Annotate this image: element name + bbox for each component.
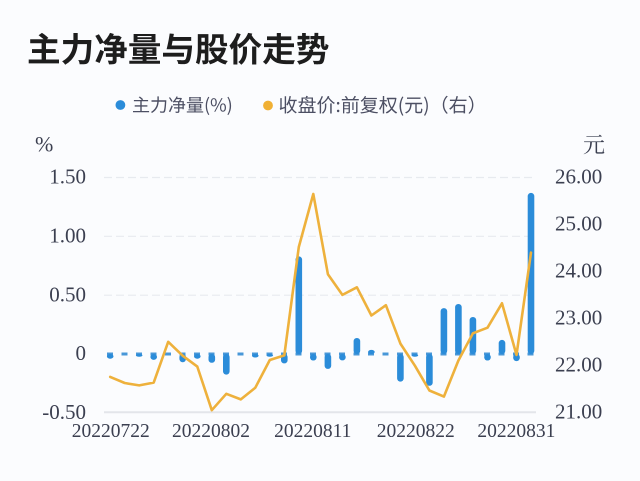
svg-text:20220722: 20220722: [72, 421, 150, 442]
svg-text:21.00: 21.00: [555, 399, 602, 423]
svg-text:22.00: 22.00: [555, 352, 602, 376]
svg-text:20220831: 20220831: [477, 421, 555, 442]
svg-text:25.00: 25.00: [555, 211, 602, 235]
svg-text:23.00: 23.00: [555, 305, 602, 329]
svg-text:20220811: 20220811: [274, 421, 351, 442]
svg-text:-0.50: -0.50: [42, 400, 86, 424]
svg-text:24.00: 24.00: [555, 258, 602, 282]
svg-text:1.50: 1.50: [49, 165, 86, 189]
svg-text:26.00: 26.00: [555, 164, 602, 188]
svg-text:1.00: 1.00: [49, 224, 86, 248]
svg-text:0: 0: [76, 341, 87, 365]
svg-text:20220822: 20220822: [377, 421, 455, 442]
svg-text:0.50: 0.50: [49, 282, 86, 306]
svg-text:20220802: 20220802: [172, 421, 250, 442]
svg-text:%: %: [35, 132, 53, 157]
